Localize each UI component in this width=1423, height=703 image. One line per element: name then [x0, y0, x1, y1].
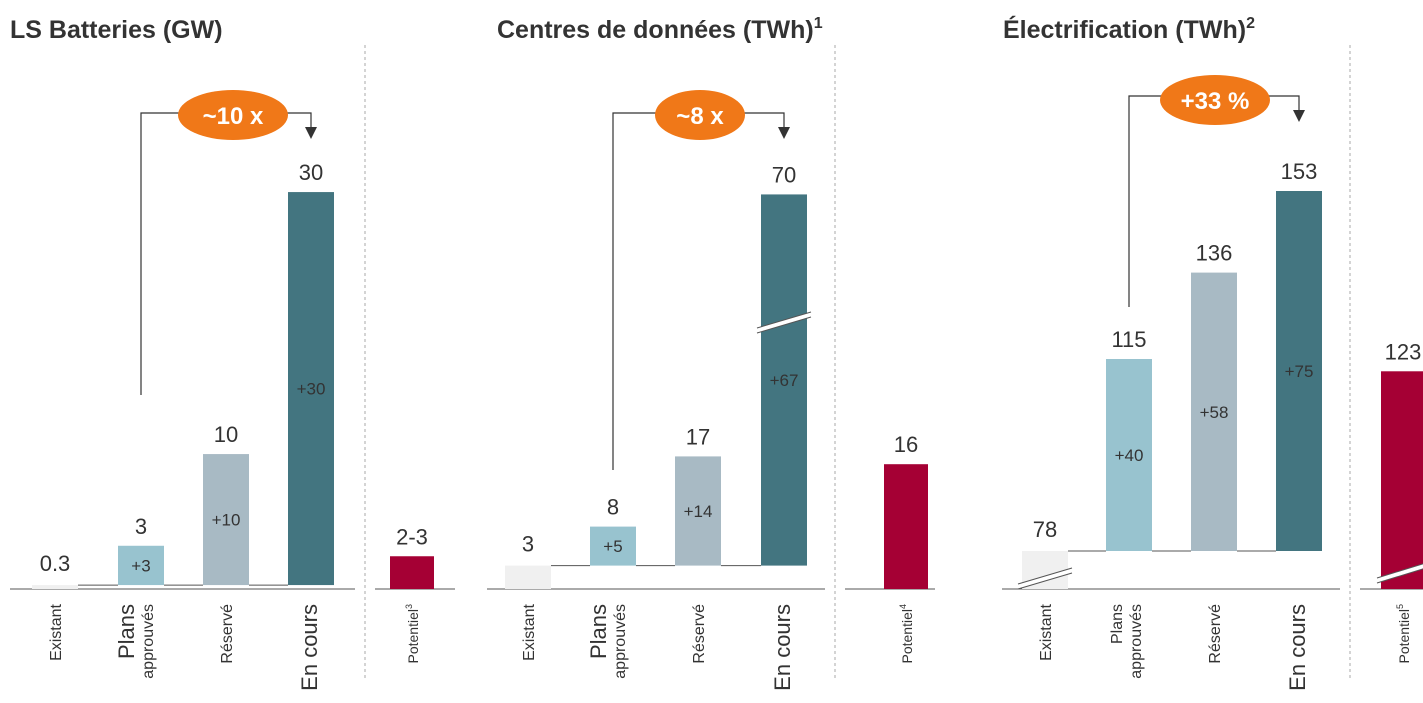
x-tick-label: Existant — [48, 603, 65, 660]
axis-break-line — [1376, 568, 1423, 584]
bar — [884, 464, 928, 589]
growth-arrow — [305, 127, 317, 139]
x-tick-label: Réservé — [1207, 604, 1224, 664]
total-label: 115 — [1111, 327, 1146, 352]
data-label: +3 — [131, 556, 150, 575]
data-label: 123 — [1385, 339, 1422, 364]
total-label: 3 — [135, 514, 147, 539]
x-tick-label: approuvés — [612, 604, 629, 679]
bar — [675, 456, 721, 566]
x-tick-label: approuvés — [140, 604, 157, 679]
bar — [1381, 371, 1423, 589]
panel-title: Centres de données (TWh)1 — [497, 15, 823, 44]
data-label: +58 — [1200, 403, 1229, 422]
growth-label: +33 % — [1181, 88, 1250, 115]
total-label: 8 — [607, 495, 619, 520]
data-label: +40 — [1115, 446, 1144, 465]
x-tick-label: Potentiel5 — [1395, 604, 1412, 664]
title-note: 2 — [1246, 15, 1255, 32]
bar — [1106, 359, 1152, 551]
growth-badge — [1160, 75, 1270, 125]
x-tick-label: Existant — [1038, 603, 1055, 660]
potential-label: Potentiel — [899, 609, 915, 663]
bar — [288, 192, 334, 586]
total-label: 30 — [299, 160, 323, 185]
data-label: +30 — [297, 380, 326, 399]
data-label: 2-3 — [396, 524, 428, 549]
x-tick-label: En cours — [1285, 604, 1310, 691]
x-tick-label: Plans — [1109, 604, 1126, 644]
x-tick-label: Existant — [521, 603, 538, 660]
growth-arrow — [778, 127, 790, 139]
potential-note: 4 — [898, 604, 908, 609]
bar — [118, 545, 164, 586]
data-label: 0.3 — [40, 551, 71, 576]
data-label: +10 — [212, 511, 241, 530]
x-tick-label: En cours — [770, 604, 795, 691]
bar — [1276, 191, 1322, 551]
total-label: 10 — [214, 422, 238, 447]
bar — [761, 194, 807, 566]
title-text: Électrification (TWh) — [1003, 15, 1246, 44]
x-tick-label: Potentiel4 — [898, 604, 915, 664]
growth-arrow — [1293, 110, 1305, 122]
growth-badge — [178, 90, 288, 140]
growth-connector — [612, 112, 785, 470]
total-label: 70 — [772, 162, 796, 187]
growth-badge — [655, 90, 745, 140]
title-text: LS Batteries (GW) — [10, 16, 223, 44]
potential-label: Potentiel — [405, 609, 421, 663]
potential-note: 3 — [404, 604, 414, 609]
bar — [505, 565, 551, 589]
axis-break — [757, 312, 811, 333]
axis-break-line — [1376, 563, 1423, 579]
bar — [1191, 272, 1237, 551]
potential-label: Potentiel — [1396, 609, 1412, 663]
title-text: Centres de données (TWh) — [497, 16, 814, 44]
x-tick-label: Plans — [114, 604, 139, 659]
data-label: 78 — [1033, 517, 1057, 542]
data-label: 3 — [522, 532, 534, 557]
bar — [590, 526, 636, 566]
data-label: +5 — [603, 537, 622, 556]
data-label: +14 — [684, 502, 713, 521]
bar — [32, 585, 78, 589]
title-note: 1 — [814, 15, 823, 32]
x-tick-label: En cours — [297, 604, 322, 691]
potential-note: 5 — [1395, 604, 1405, 609]
x-tick-label: Plans — [586, 604, 611, 659]
panel-title: LS Batteries (GW) — [10, 16, 223, 44]
total-label: 153 — [1281, 159, 1318, 184]
bar — [390, 556, 434, 589]
bar — [203, 454, 249, 586]
total-label: 17 — [686, 424, 710, 449]
x-tick-label: approuvés — [1128, 604, 1145, 679]
growth-connector — [140, 112, 312, 395]
axis-break — [1377, 563, 1423, 583]
axis-break-line — [756, 311, 812, 329]
axis-break-line — [756, 316, 812, 334]
data-label: +75 — [1285, 362, 1314, 381]
growth-label: ~8 x — [676, 103, 724, 130]
axis-break — [1018, 568, 1072, 589]
total-label: 136 — [1196, 241, 1233, 266]
x-tick-label: Potentiel3 — [404, 604, 421, 664]
axis-break-line — [1017, 572, 1073, 590]
panel-title: Électrification (TWh)2 — [1003, 15, 1255, 44]
data-label: 16 — [894, 432, 918, 457]
axis-break-line — [1017, 567, 1073, 585]
x-tick-label: Réservé — [219, 604, 236, 664]
x-tick-label: Réservé — [691, 604, 708, 664]
data-label: +67 — [770, 371, 799, 390]
growth-label: ~10 x — [203, 103, 264, 130]
